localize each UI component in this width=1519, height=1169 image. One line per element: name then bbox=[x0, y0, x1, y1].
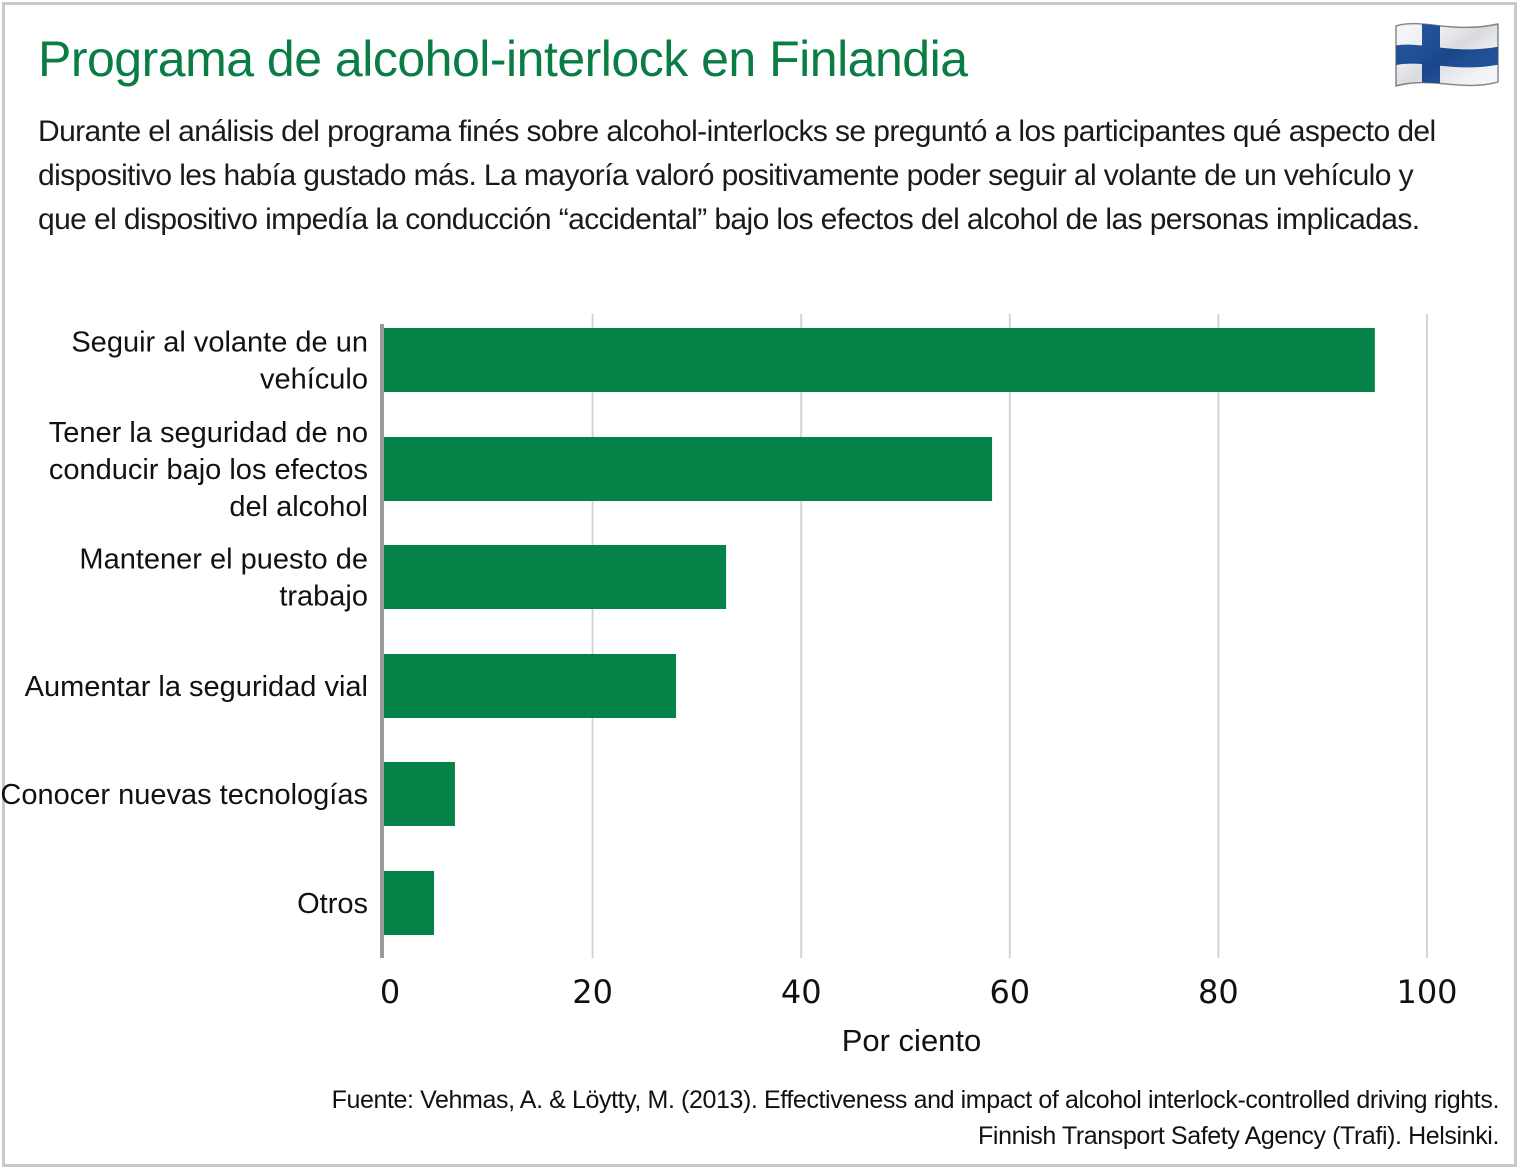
category-label-line: trabajo bbox=[279, 581, 368, 613]
chart-description: Durante el análisis del programa finés s… bbox=[38, 110, 1458, 242]
x-tick-label: 40 bbox=[781, 973, 822, 1011]
gridlines bbox=[591, 314, 1428, 958]
bar bbox=[384, 437, 993, 501]
category-labels: Seguir al volante de un vehículo Tener la … bbox=[0, 327, 368, 921]
source-note: Fuente: Vehmas, A. & Löytty, M. (2013). … bbox=[331, 1082, 1500, 1154]
description-line: que el dispositivo impedía la conducción… bbox=[38, 203, 1420, 236]
bar bbox=[384, 545, 727, 609]
bar bbox=[384, 871, 435, 935]
category-label-line: Aumentar la seguridad vial bbox=[25, 671, 368, 703]
bars bbox=[384, 328, 1375, 935]
chart-title: Programa de alcohol-interlock en Finland… bbox=[38, 31, 968, 87]
x-tick-label: 20 bbox=[572, 973, 613, 1011]
category-label-line: del alcohol bbox=[229, 491, 368, 523]
category-label-line: Conocer nuevas tecnologías bbox=[0, 779, 368, 811]
x-tick-label: 0 bbox=[380, 973, 400, 1011]
category-label: Tener la seguridad de no conducir bajo lo… bbox=[49, 417, 368, 523]
bar bbox=[384, 762, 455, 826]
source-line: Finnish Transport Safety Agency (Trafi).… bbox=[978, 1122, 1499, 1150]
category-label-line: Mantener el puesto de bbox=[79, 544, 368, 576]
category-label-line: Otros bbox=[297, 888, 368, 920]
bar bbox=[384, 654, 677, 718]
category-label-line: conducir bajo los efectos bbox=[49, 454, 368, 486]
category-label-line: vehículo bbox=[260, 364, 368, 396]
category-label: Aumentar la seguridad vial bbox=[25, 671, 368, 703]
description-line: dispositivo les había gustado más. La ma… bbox=[38, 159, 1414, 192]
x-tick-labels: 0 20 40 60 80 100 bbox=[380, 973, 1458, 1011]
x-tick-label: 60 bbox=[989, 973, 1030, 1011]
source-line: Fuente: Vehmas, A. & Löytty, M. (2013). … bbox=[331, 1086, 1500, 1114]
x-axis-title: Por ciento bbox=[842, 1023, 982, 1058]
description-line: Durante el análisis del programa finés s… bbox=[38, 115, 1436, 148]
category-label-line: Seguir al volante de un bbox=[71, 327, 368, 359]
category-label: Conocer nuevas tecnologías bbox=[0, 779, 368, 811]
finland-flag-icon bbox=[1395, 22, 1499, 88]
x-tick-label: 80 bbox=[1198, 973, 1239, 1011]
category-label: Mantener el puesto de trabajo bbox=[79, 544, 368, 613]
x-tick-label: 100 bbox=[1396, 973, 1457, 1011]
category-label: Seguir al volante de un vehículo bbox=[71, 327, 368, 396]
category-label: Otros bbox=[297, 888, 368, 920]
bar bbox=[384, 328, 1375, 392]
category-label-line: Tener la seguridad de no bbox=[49, 417, 368, 449]
